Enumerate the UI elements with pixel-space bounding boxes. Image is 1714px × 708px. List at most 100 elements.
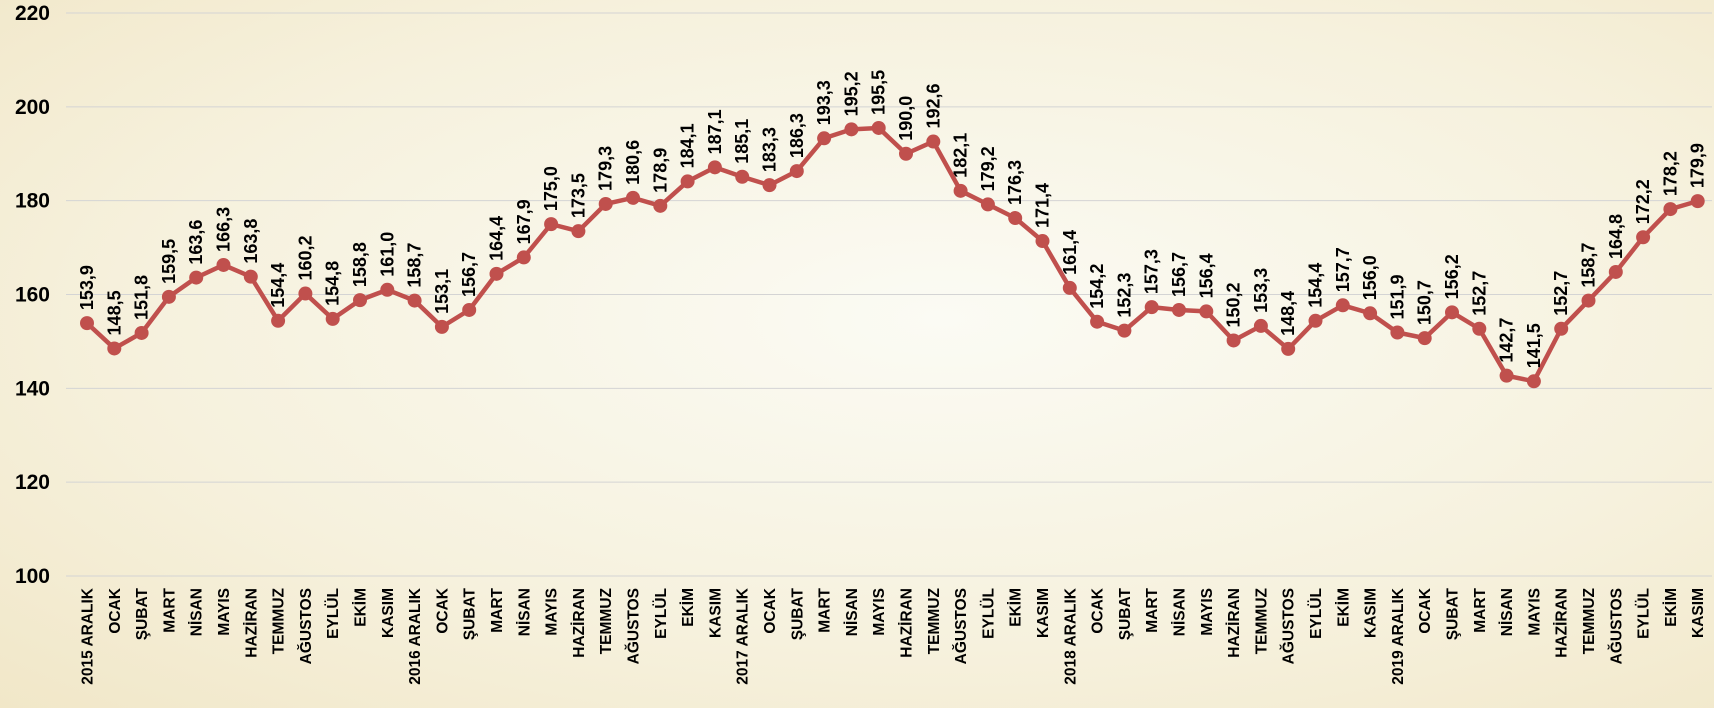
data-label: 154,4: [1306, 263, 1326, 308]
data-label: 150,7: [1415, 280, 1435, 325]
data-point: [516, 250, 531, 265]
data-label: 176,3: [1005, 160, 1025, 205]
y-tick-label: 220: [15, 2, 50, 25]
y-tick-label: 160: [15, 284, 50, 307]
y-tick-label: 200: [15, 96, 50, 119]
x-tick-label: EKİM: [1008, 588, 1025, 627]
x-tick-label: ŞUBAT: [1445, 587, 1462, 640]
data-point: [598, 196, 613, 211]
x-tick-label: NİSAN: [516, 588, 533, 636]
data-point: [707, 160, 722, 175]
data-label: 161,4: [1060, 230, 1080, 275]
data-label: 153,9: [77, 265, 97, 310]
data-point: [626, 190, 640, 205]
x-tick-label: NİSAN: [1172, 588, 1189, 636]
data-label: 171,4: [1033, 183, 1053, 228]
data-point: [1608, 264, 1623, 279]
data-label: 161,0: [377, 232, 397, 277]
data-label: 195,2: [841, 71, 861, 116]
x-tick-label: EKİM: [1335, 588, 1352, 627]
x-tick-label: NİSAN: [1499, 588, 1516, 636]
data-point: [1363, 306, 1378, 321]
data-label: 154,4: [268, 263, 288, 308]
x-tick-label: MART: [1472, 587, 1489, 632]
data-point: [789, 164, 804, 179]
x-tick-label: NİSAN: [844, 588, 861, 636]
data-point: [407, 293, 422, 308]
data-label: 152,7: [1551, 271, 1571, 316]
data-label: 187,1: [705, 109, 725, 154]
data-label: 179,9: [1688, 143, 1708, 188]
x-tick-label: AĞUSTOS: [952, 588, 970, 664]
data-label: 150,2: [1224, 282, 1244, 327]
data-point: [1144, 300, 1159, 315]
data-label: 142,7: [1497, 318, 1517, 363]
data-point: [462, 302, 477, 317]
data-label: 178,9: [650, 148, 670, 193]
data-point: [571, 224, 586, 239]
data-point: [1663, 202, 1678, 217]
data-point: [489, 266, 504, 281]
x-tick-label: EYLÜL: [1636, 588, 1653, 639]
x-tick-label: MAYIS: [871, 588, 888, 636]
data-label: 164,4: [487, 216, 507, 261]
x-tick-label: EYLÜL: [980, 588, 997, 639]
y-tick-label: 120: [15, 471, 50, 494]
y-tick-label: 140: [15, 377, 50, 400]
x-tick-label: TEMMUZ: [1581, 587, 1598, 654]
data-point: [1035, 234, 1050, 249]
data-label: 148,4: [1278, 291, 1298, 336]
x-tick-label: TEMMUZ: [271, 587, 288, 654]
x-tick-label: NİSAN: [189, 588, 206, 636]
x-tick-label: AĞUSTOS: [1607, 588, 1625, 664]
x-tick-label: TEMMUZ: [1253, 587, 1270, 654]
data-point: [216, 257, 231, 272]
data-label: 180,6: [623, 140, 643, 185]
x-tick-label: AĞUSTOS: [1280, 588, 1298, 664]
x-tick-label: HAZİRAN: [243, 588, 260, 658]
data-label: 186,3: [787, 113, 807, 158]
data-label: 151,9: [1387, 274, 1407, 319]
data-label: 151,8: [132, 275, 152, 320]
data-label: 156,4: [1196, 253, 1216, 298]
x-tick-label: 2019 ARALIK: [1390, 587, 1407, 685]
gridlines: [66, 12, 1712, 577]
x-tick-label: KASIM: [1690, 588, 1707, 638]
data-label: 185,1: [732, 119, 752, 164]
y-axis-tick-labels: 100 120 140 160 180 200 220: [15, 2, 50, 588]
x-tick-label: 2016 ARALIK: [407, 587, 424, 685]
x-tick-label: KASIM: [1035, 588, 1052, 638]
data-point: [899, 146, 913, 161]
x-tick-label: MAYIS: [1199, 588, 1216, 636]
x-tick-label: KASIM: [707, 588, 724, 638]
data-point: [844, 122, 859, 137]
data-point: [680, 174, 695, 189]
data-point: [735, 169, 750, 184]
data-label: 159,5: [159, 239, 179, 284]
data-point: [1554, 321, 1569, 336]
x-tick-label: ŞUBAT: [789, 587, 806, 640]
data-label: 163,8: [241, 219, 261, 264]
data-point: [1172, 302, 1186, 317]
x-axis-tick-labels: 2015 ARALIK OCAK ŞUBAT MART NİSAN MAYIS HAZİRA…: [80, 587, 1708, 685]
data-point: [80, 316, 94, 331]
data-point: [1636, 230, 1651, 245]
data-point: [1472, 321, 1487, 336]
data-labels: 153,9 148,5 151,8 159,5 163,6 166,3 163,8 154,4…: [77, 70, 1708, 368]
data-point: [1308, 313, 1323, 328]
x-tick-label: KASIM: [380, 588, 397, 638]
data-label: 158,7: [1579, 243, 1599, 288]
data-label: 156,0: [1360, 255, 1380, 300]
x-tick-label: MART: [489, 587, 506, 632]
data-point: [325, 311, 340, 326]
x-tick-label: TEMMUZ: [598, 587, 615, 654]
x-tick-label: 2018 ARALIK: [1062, 587, 1079, 685]
x-tick-label: TEMMUZ: [926, 587, 943, 654]
data-point: [1008, 211, 1023, 226]
x-tick-label: ŞUBAT: [1117, 587, 1134, 640]
data-label: 190,0: [896, 96, 916, 141]
data-point: [1335, 298, 1350, 313]
y-tick-label: 180: [15, 190, 50, 213]
x-tick-label: OCAK: [762, 587, 779, 633]
data-point: [653, 198, 668, 213]
